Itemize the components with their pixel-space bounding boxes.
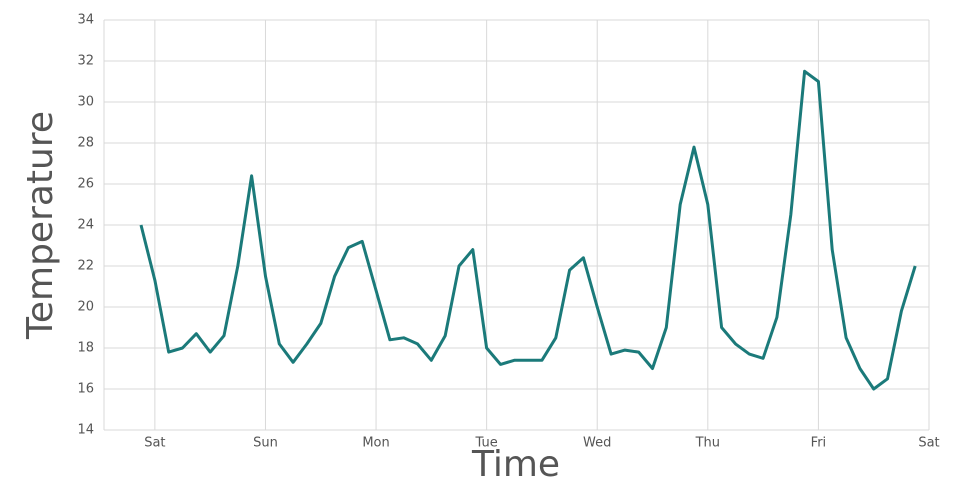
x-tick-label: Sat (918, 436, 939, 451)
x-axis-label: Time (471, 444, 560, 485)
y-tick-label: 18 (77, 341, 94, 356)
y-tick-label: 28 (77, 136, 94, 151)
y-tick-label: 22 (77, 259, 94, 274)
x-tick-label: Thu (695, 436, 720, 451)
y-tick-label: 30 (77, 95, 94, 110)
y-tick-label: 26 (77, 177, 94, 192)
y-axis-label: Temperature (20, 111, 61, 340)
x-tick-label: Fri (811, 436, 827, 451)
x-tick-label: Sat (144, 436, 165, 451)
line (139, 69, 917, 391)
y-tick-label: 34 (77, 13, 94, 28)
y-tick-label: 24 (77, 218, 94, 233)
y-tick-label: 20 (77, 300, 94, 315)
x-tick-label: Wed (583, 436, 611, 451)
y-tick-label: 16 (77, 382, 94, 397)
x-tick-label: Mon (362, 436, 389, 451)
y-tick-label: 14 (77, 423, 94, 438)
x-tick-label: Tue (475, 436, 498, 451)
y-tick-label: 32 (77, 54, 94, 69)
x-tick-label: Sun (253, 436, 278, 451)
